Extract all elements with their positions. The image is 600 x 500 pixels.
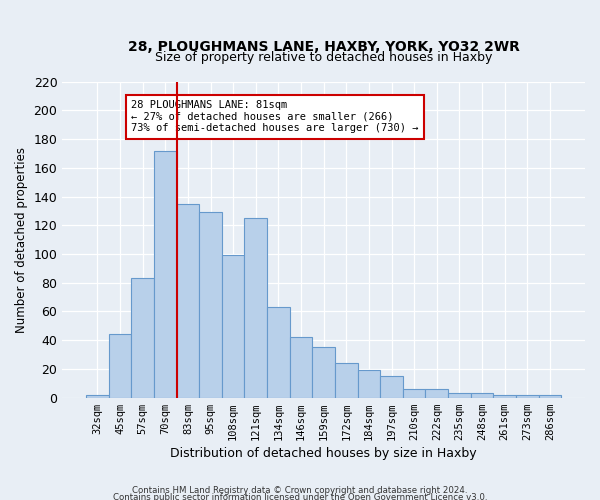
- Bar: [131, 278, 154, 398]
- Bar: [425, 389, 448, 398]
- Bar: [313, 348, 335, 398]
- Bar: [222, 256, 244, 398]
- Bar: [539, 395, 561, 398]
- Bar: [471, 394, 493, 398]
- Y-axis label: Number of detached properties: Number of detached properties: [15, 146, 28, 332]
- Bar: [403, 389, 425, 398]
- X-axis label: Distribution of detached houses by size in Haxby: Distribution of detached houses by size …: [170, 447, 477, 460]
- Bar: [493, 395, 516, 398]
- Text: 28 PLOUGHMANS LANE: 81sqm
← 27% of detached houses are smaller (266)
73% of semi: 28 PLOUGHMANS LANE: 81sqm ← 27% of detac…: [131, 100, 419, 134]
- Bar: [380, 376, 403, 398]
- Text: Contains HM Land Registry data © Crown copyright and database right 2024.: Contains HM Land Registry data © Crown c…: [132, 486, 468, 495]
- Bar: [86, 395, 109, 398]
- Text: Size of property relative to detached houses in Haxby: Size of property relative to detached ho…: [155, 51, 493, 64]
- Title: 28, PLOUGHMANS LANE, HAXBY, YORK, YO32 2WR: 28, PLOUGHMANS LANE, HAXBY, YORK, YO32 2…: [128, 40, 520, 54]
- Bar: [199, 212, 222, 398]
- Bar: [516, 395, 539, 398]
- Bar: [335, 363, 358, 398]
- Bar: [290, 338, 313, 398]
- Bar: [154, 150, 176, 398]
- Bar: [358, 370, 380, 398]
- Bar: [109, 334, 131, 398]
- Bar: [448, 394, 471, 398]
- Text: Contains public sector information licensed under the Open Government Licence v3: Contains public sector information licen…: [113, 494, 487, 500]
- Bar: [244, 218, 267, 398]
- Bar: [176, 204, 199, 398]
- Bar: [267, 307, 290, 398]
